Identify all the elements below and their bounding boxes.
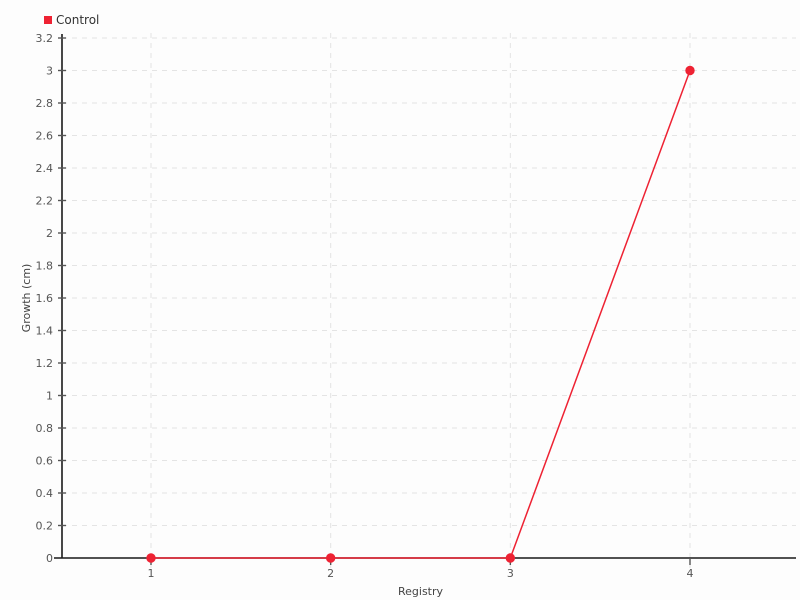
y-tick-label: 0.6 [36, 455, 54, 468]
y-tick-label: 2.2 [36, 195, 54, 208]
data-point-marker[interactable] [325, 553, 336, 563]
y-tick-label: 2.4 [36, 162, 54, 175]
x-axis-title: Registry [398, 585, 444, 598]
x-tick-label: 2 [327, 567, 334, 580]
y-tick-label: 2.8 [36, 97, 54, 110]
x-tick-label: 4 [687, 567, 694, 580]
y-tick-label: 0.8 [36, 422, 54, 435]
y-axis-title: Growth (cm) [20, 264, 33, 333]
y-axis-ticks: 0 0.2 0.4 0.6 0.8 1 1.2 1.4 1.6 1.8 2 2.2 2.4 2.6 2.8 3… [36, 32, 66, 565]
gridlines [62, 33, 796, 572]
y-tick-label: 1.6 [36, 292, 54, 305]
y-tick-label: 2.6 [36, 130, 54, 143]
data-point-marker[interactable] [685, 65, 695, 76]
y-tick-label: 3 [46, 65, 53, 78]
axis-lines [54, 34, 796, 559]
x-axis-ticks: 1 2 3 4 [148, 558, 694, 580]
legend-marker-square [44, 16, 52, 24]
y-tick-label: 0 [46, 552, 53, 565]
x-tick-label: 3 [507, 567, 514, 580]
data-point-marker[interactable] [505, 553, 516, 563]
chart-legend[interactable]: Control [44, 13, 99, 27]
y-tick-label: 1.4 [36, 325, 54, 338]
y-tick-label: 1 [46, 390, 53, 403]
y-tick-label: 3.2 [36, 32, 54, 45]
y-tick-label: 1.8 [36, 260, 54, 273]
data-series-layer[interactable] [146, 65, 695, 563]
y-tick-label: 0.4 [36, 487, 54, 500]
x-tick-label: 1 [148, 567, 155, 580]
y-tick-label: 1.2 [36, 357, 54, 370]
y-tick-label: 2 [46, 227, 53, 240]
legend-label-control[interactable]: Control [56, 13, 99, 27]
data-point-marker[interactable] [146, 553, 156, 563]
axis-titles: Registry Growth (cm) [20, 264, 444, 598]
y-tick-label: 0.2 [36, 520, 54, 533]
series-line-control[interactable] [151, 70, 691, 559]
